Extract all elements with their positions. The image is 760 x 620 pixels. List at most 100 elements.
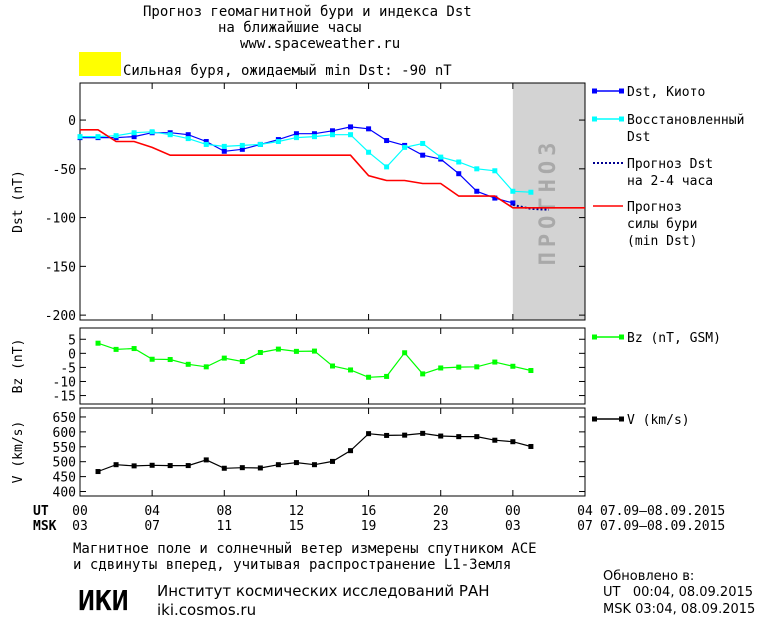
footer-note-line1: Магнитное поле и солнечный ветер измерен…	[73, 541, 537, 557]
data-point	[366, 374, 372, 380]
page-subtitle: на ближайшие часы	[218, 20, 362, 36]
institute-site[interactable]: iki.cosmos.ru	[157, 601, 257, 619]
institute-name: Институт космических исследований РАН	[157, 582, 490, 600]
data-point	[456, 171, 462, 177]
data-point	[131, 134, 137, 140]
y-tick-label: 550	[53, 441, 76, 456]
data-point	[438, 154, 444, 160]
series-line-0-1	[80, 131, 531, 193]
y-axis-label: Bz (nT)	[11, 339, 26, 394]
data-point	[221, 355, 227, 361]
data-point	[293, 131, 299, 137]
legend-marker	[592, 116, 597, 122]
msk-tick-label: 03	[72, 519, 88, 534]
forecast-label: ПРОГНОЗ	[536, 138, 561, 266]
data-point	[221, 148, 227, 154]
data-point	[366, 431, 372, 437]
updated-ut: UT 00:04, 08.09.2015	[603, 585, 754, 600]
site-link[interactable]: www.spaceweather.ru	[240, 36, 401, 52]
y-tick-label: -200	[45, 309, 76, 324]
data-point	[131, 130, 137, 136]
data-point	[510, 363, 516, 369]
legend-label: Dst	[627, 130, 650, 145]
ut-tick-label: 12	[289, 504, 305, 519]
y-axis-label: V (km/s)	[11, 421, 26, 484]
msk-tick-label: 23	[433, 519, 449, 534]
data-point	[366, 126, 372, 132]
data-point	[203, 364, 209, 370]
date-range-msk: 07.09–08.09.2015	[600, 519, 725, 534]
data-point	[474, 188, 480, 194]
series-line-1-0	[97, 342, 532, 378]
iki-logo: ИКИ	[78, 584, 129, 615]
data-point	[474, 434, 480, 440]
data-point	[203, 457, 209, 463]
data-point	[402, 432, 408, 438]
msk-tick-label: 07	[577, 519, 593, 534]
y-tick-label: -50	[53, 163, 76, 178]
y-tick-label: 500	[53, 456, 76, 471]
updated-label: Обновлено в:	[603, 569, 695, 584]
ut-tick-label: 04	[144, 504, 160, 519]
legend-marker	[619, 334, 624, 340]
storm-label: Сильная буря, ожидаемый min Dst: -90 nT	[123, 63, 452, 79]
data-point	[348, 448, 354, 454]
data-point	[348, 367, 354, 373]
ut-tick-label: 00	[72, 504, 88, 519]
data-point	[348, 132, 354, 138]
data-point	[366, 149, 372, 155]
legend-label: Прогноз Dst	[627, 157, 713, 172]
data-point	[402, 350, 408, 356]
data-point	[528, 189, 534, 195]
data-point	[167, 357, 173, 363]
data-point	[239, 146, 245, 152]
data-point	[420, 430, 426, 436]
legend-label: на 2-4 часа	[627, 174, 713, 189]
data-point	[221, 465, 227, 471]
footer-note-line2: и сдвинуты вперед, учитывая распростране…	[73, 557, 512, 573]
y-tick-label: 0	[68, 347, 76, 362]
data-point	[384, 373, 390, 379]
ut-tick-label: 08	[216, 504, 232, 519]
svg-text:ИКИ: ИКИ	[78, 584, 129, 615]
data-point	[149, 462, 155, 468]
data-point	[77, 134, 83, 140]
msk-axis-label: MSK	[33, 519, 57, 534]
data-point	[311, 348, 317, 354]
data-point	[167, 463, 173, 469]
y-tick-label: -5	[60, 361, 76, 376]
data-point	[131, 346, 137, 352]
data-point	[239, 358, 245, 364]
page-title: Прогноз геомагнитной бури и индекса Dst	[143, 4, 472, 20]
msk-tick-label: 11	[216, 519, 232, 534]
data-point	[95, 469, 101, 475]
series-line-0-3	[80, 129, 585, 209]
date-range-ut: 07.09–08.09.2015	[600, 504, 725, 519]
y-tick-label: 5	[68, 333, 76, 348]
data-point	[293, 348, 299, 354]
data-point	[275, 462, 281, 468]
y-tick-label: -100	[45, 212, 76, 227]
data-point	[257, 465, 263, 471]
data-point	[420, 140, 426, 146]
updated-msk: MSK 03:04, 08.09.2015	[603, 602, 756, 617]
data-point	[330, 132, 335, 138]
data-point	[330, 363, 335, 369]
ut-tick-label: 00	[505, 504, 521, 519]
data-point	[275, 139, 281, 145]
data-point	[185, 361, 191, 367]
data-point	[510, 439, 516, 445]
data-point	[456, 434, 462, 440]
data-point	[492, 359, 498, 365]
panel-frame	[79, 407, 586, 497]
panel-frame	[79, 82, 586, 321]
data-point	[492, 437, 498, 443]
data-point	[221, 143, 227, 149]
data-point	[384, 432, 390, 438]
forecast-region	[512, 83, 585, 320]
data-point	[492, 168, 498, 174]
legend-marker	[619, 416, 624, 422]
legend-marker	[592, 88, 597, 94]
